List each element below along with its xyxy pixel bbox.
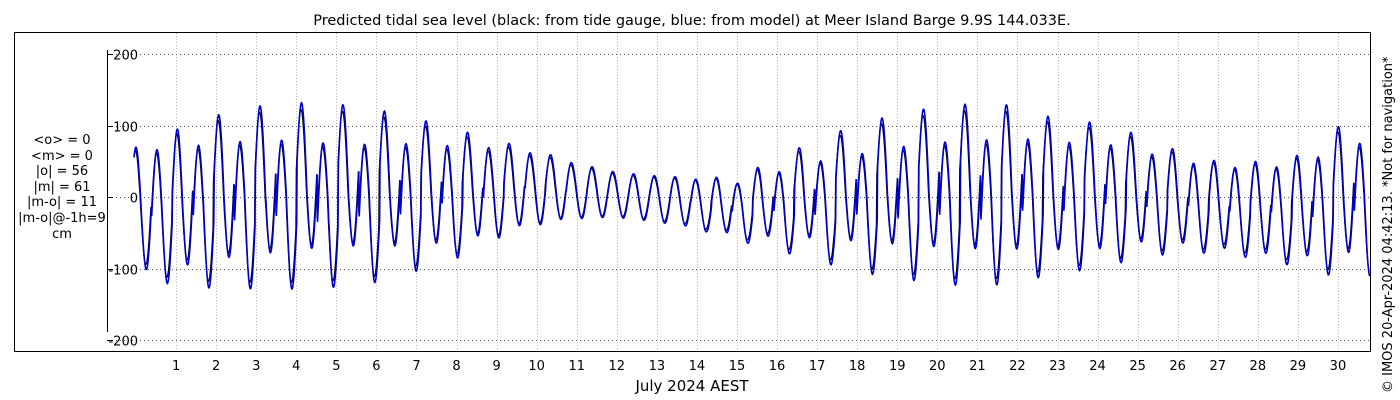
stat-mean-obs: <o> = 0 bbox=[33, 133, 91, 148]
series-model-line bbox=[133, 101, 1370, 291]
x-tick-label: 20 bbox=[929, 359, 946, 374]
x-tick-label: 28 bbox=[1250, 359, 1267, 374]
stat-mean-model: <m> = 0 bbox=[31, 148, 93, 164]
x-gridlines bbox=[176, 33, 1339, 351]
x-tick-label: 16 bbox=[769, 359, 786, 374]
x-tick-label: 5 bbox=[332, 359, 340, 374]
y-tick-labels: 200 100 0 -100 -200 bbox=[108, 49, 138, 350]
x-tick-label: 10 bbox=[528, 359, 545, 374]
x-tick-label: 11 bbox=[568, 359, 585, 374]
x-tick-labels: 1 2 3 4 5 6 7 8 9 10 11 12 13 14 15 16 17 18 19 20 21 22 23 24 2… bbox=[172, 359, 1346, 374]
x-tick-label: 27 bbox=[1209, 359, 1226, 374]
x-tick-label: 3 bbox=[252, 359, 260, 374]
y-tick-label: -100 bbox=[108, 264, 138, 279]
copyright-note: © IMOS 20-Apr-2024 04:42:13. *Not for na… bbox=[1381, 56, 1396, 393]
y-tick-label: 0 bbox=[130, 192, 138, 207]
x-axis-label: July 2024 AEST bbox=[634, 377, 749, 395]
x-tick-label: 26 bbox=[1169, 359, 1186, 374]
stat-unit: cm bbox=[52, 226, 72, 242]
x-tick-label: 6 bbox=[372, 359, 380, 374]
x-tick-label: 13 bbox=[649, 359, 666, 374]
y-tick-label: 200 bbox=[113, 49, 138, 64]
x-tick-label: 24 bbox=[1089, 359, 1106, 374]
x-tick-label: 14 bbox=[689, 359, 706, 374]
stat-abs-diff-lag: |m-o|@-1h=9 bbox=[18, 210, 106, 226]
x-tick-label: 19 bbox=[889, 359, 906, 374]
x-tick-label: 1 bbox=[172, 359, 180, 374]
x-tick-label: 21 bbox=[969, 359, 986, 374]
x-tick-label: 4 bbox=[292, 359, 300, 374]
x-tick-label: 12 bbox=[609, 359, 626, 374]
x-tick-label: 22 bbox=[1009, 359, 1026, 374]
x-tick-label: 15 bbox=[729, 359, 746, 374]
stat-abs-obs: |o| = 56 bbox=[35, 164, 89, 180]
x-tick-label: 7 bbox=[412, 359, 420, 374]
x-tick-label: 18 bbox=[849, 359, 866, 374]
x-tick-label: 9 bbox=[492, 359, 500, 374]
stat-abs-diff: |m-o| = 11 bbox=[26, 195, 97, 211]
y-tick-label: 100 bbox=[113, 121, 138, 136]
x-tick-label: 2 bbox=[212, 359, 220, 374]
y-tick-label: -200 bbox=[108, 335, 138, 350]
x-tick-label: 25 bbox=[1129, 359, 1146, 374]
statistics-panel: <o> = 0 <m> = 0 |o| = 56 |m| = 61 |m-o| … bbox=[14, 133, 110, 242]
x-tick-label: 17 bbox=[809, 359, 826, 374]
x-tick-label: 8 bbox=[452, 359, 460, 374]
stat-abs-model: |m| = 61 bbox=[33, 179, 91, 195]
x-tick-label: 30 bbox=[1330, 359, 1347, 374]
x-tick-label: 29 bbox=[1290, 359, 1307, 374]
y-ticks bbox=[107, 54, 113, 341]
outer-frame bbox=[14, 32, 1371, 352]
x-tick-label: 23 bbox=[1049, 359, 1066, 374]
chart-title: Predicted tidal sea level (black: from t… bbox=[313, 13, 1071, 29]
